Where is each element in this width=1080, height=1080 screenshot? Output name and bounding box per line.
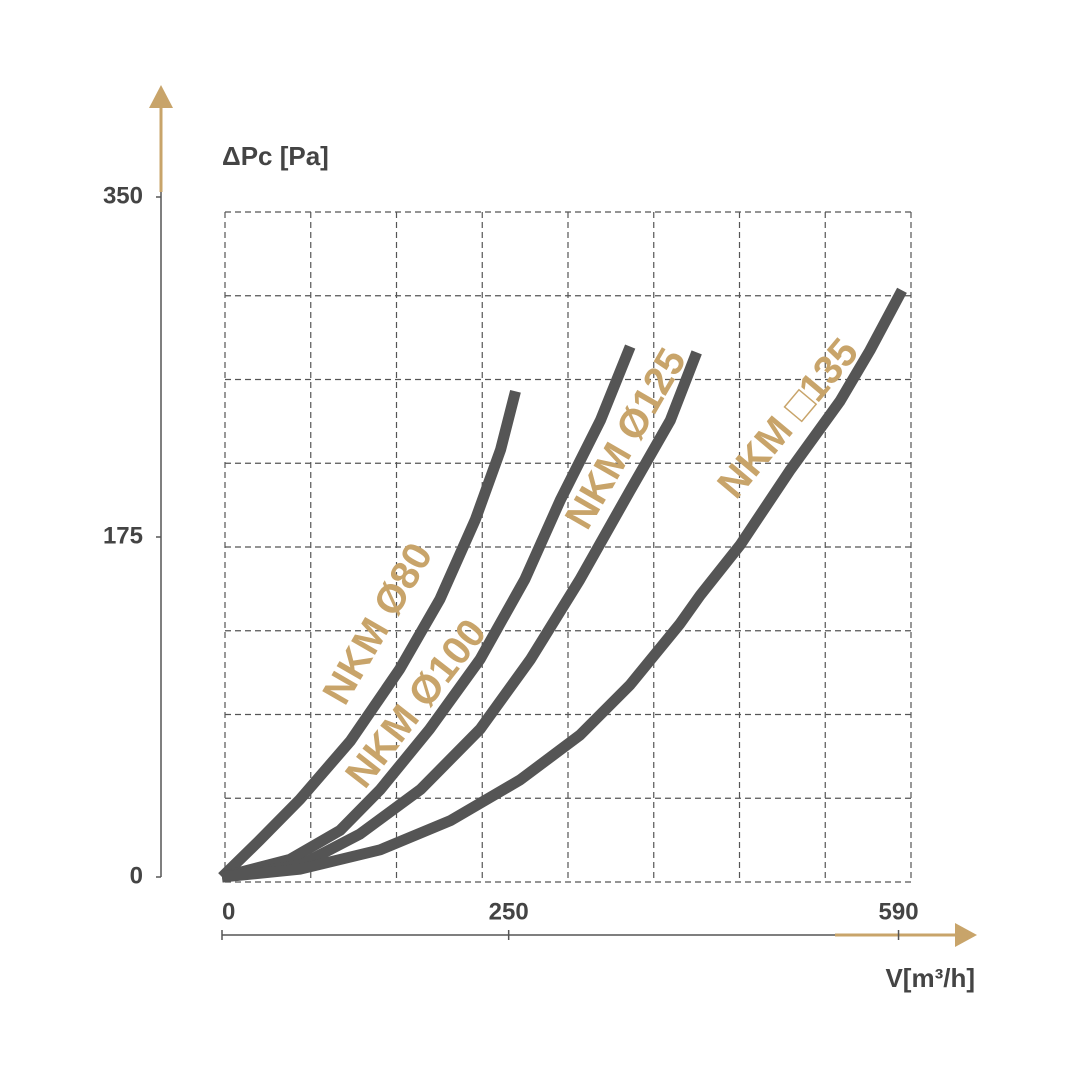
curve	[221, 350, 702, 883]
x-arrow-head	[955, 923, 977, 947]
curve	[221, 287, 907, 883]
grid	[224, 211, 912, 883]
x-axis-label: V[m³/h]	[885, 963, 975, 993]
curve	[220, 344, 636, 883]
y-tick-label: 175	[103, 522, 143, 549]
x-tick-label: 250	[489, 898, 529, 925]
x-tick-label: 0	[222, 898, 235, 925]
y-arrow-head	[149, 85, 173, 108]
y-axis-label: ΔPc [Pa]	[222, 141, 329, 171]
y-tick-label: 0	[130, 862, 143, 889]
curve	[218, 389, 521, 881]
x-tick-label: 590	[879, 898, 919, 925]
y-tick-label: 350	[103, 182, 143, 209]
